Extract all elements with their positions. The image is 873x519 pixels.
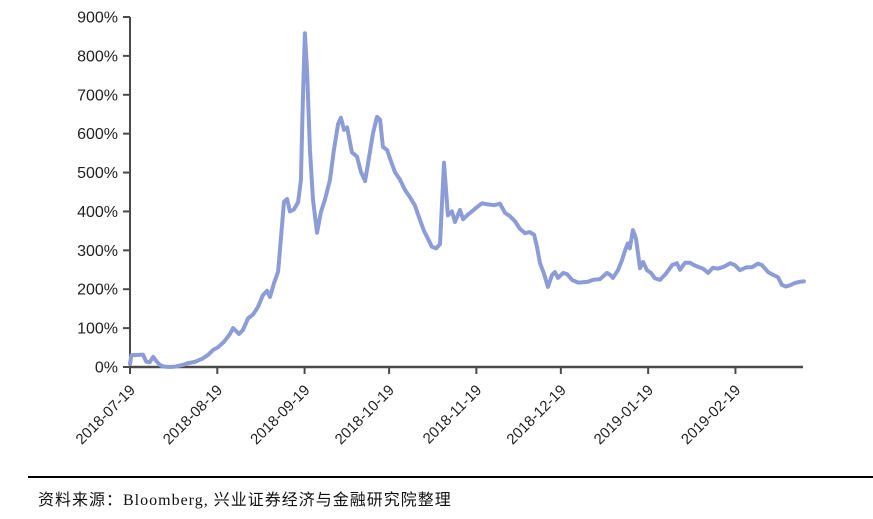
y-tick-label: 400% — [77, 204, 118, 221]
source-divider — [28, 476, 873, 478]
x-tick-label: 2018-11-19 — [420, 382, 485, 447]
y-tick-label: 200% — [77, 282, 118, 299]
source-band: 资料来源：Bloomberg, 兴业证券经济与金融研究院整理 — [0, 476, 873, 510]
chart-area: 0% 100% 200% 300% 400% 500% 600% 700% 800% 900% 2… — [73, 10, 806, 448]
y-tick-label: 900% — [77, 10, 118, 27]
y-tick-label: 800% — [77, 48, 118, 65]
y-tick-label: 500% — [77, 165, 118, 182]
x-tick-label: 2018-12-19 — [503, 382, 569, 448]
x-tick-label: 2018-08-19 — [160, 382, 226, 448]
x-axis: 2018-07-19 2018-08-19 2018-09-19 2018-10-19… — [73, 365, 803, 448]
y-axis: 0% 100% 200% 300% 400% 500% 600% 700% 800% 900% — [77, 10, 131, 377]
line-chart: 0% 100% 200% 300% 400% 500% 600% 700% 800% 900% 2… — [73, 10, 806, 448]
x-tick-label: 2019-01-19 — [591, 382, 657, 448]
y-tick-label: 100% — [77, 321, 118, 338]
source-note: 资料来源：Bloomberg, 兴业证券经济与金融研究院整理 — [38, 492, 452, 509]
y-tick-label: 0% — [95, 360, 118, 377]
y-tick-label: 300% — [77, 243, 118, 260]
y-tick-label: 600% — [77, 126, 118, 143]
x-tick-label: 2018-10-19 — [332, 382, 398, 448]
y-tick-label: 700% — [77, 87, 118, 104]
data-line — [128, 31, 806, 369]
x-tick-label: 2018-09-19 — [247, 382, 313, 448]
x-tick-label: 2018-07-19 — [73, 382, 139, 448]
x-tick-label: 2019-02-19 — [678, 382, 744, 448]
